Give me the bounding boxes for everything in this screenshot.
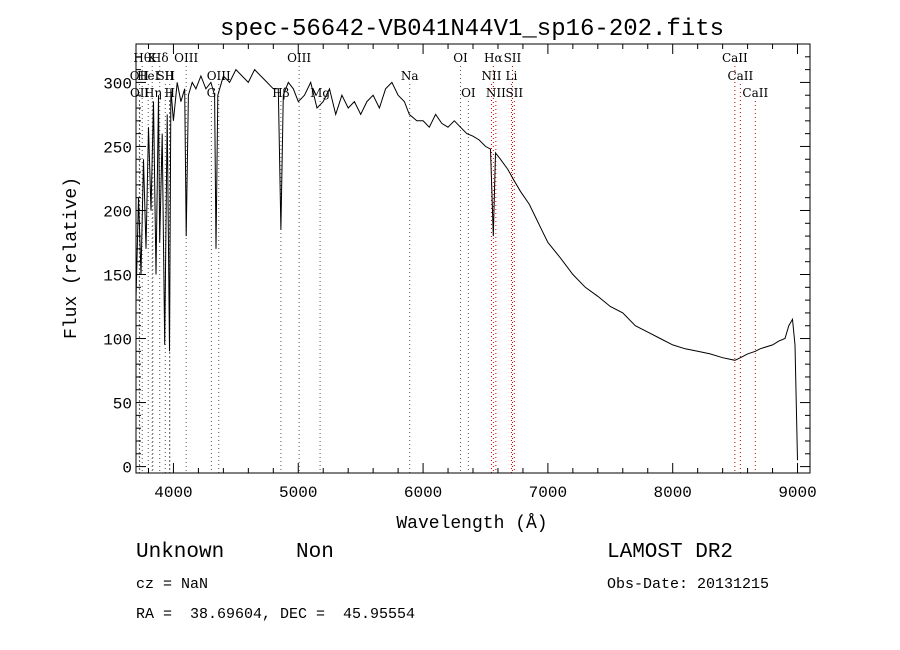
spectral-line-label: Na [401,69,419,83]
y-tick-label: 300 [103,75,132,93]
spectral-line-label: CaII [742,86,768,100]
spectral-line-label: Hθ [133,51,151,65]
spectral-line-label: H [164,86,174,100]
obs-date: Obs-Date: 20131215 [607,576,770,593]
x-axis: 4000 5000 6000 7000 8000 9000 [147,44,817,502]
spectral-line-label: Hδ [151,51,169,65]
y-axis: 0 50 100 150 200 250 300 [103,56,810,478]
y-tick-label: 100 [103,332,132,350]
x-tick-label: 6000 [404,484,442,502]
chart-title: spec-56642-VB041N44V1_sp16-202.fits [220,16,724,43]
spectral-line-label: Hα [484,51,503,65]
x-axis-label: Wavelength (Å) [396,513,547,534]
spectral-line-label: SII [504,51,522,65]
spectral-line-label: OII [130,69,150,83]
spectral-subclass: Non [296,541,334,564]
x-tick-label: 4000 [154,484,192,502]
redshift-readout: cz = NaN [136,576,209,593]
spectral-line-label: Li [506,69,518,83]
x-tick-label: 8000 [654,484,692,502]
x-tick-label: 9000 [778,484,816,502]
y-tick-label: 250 [103,139,132,157]
spectral-line-label: OIII [207,69,231,83]
spectral-line-label: SII [505,86,523,100]
y-tick-label: 200 [103,203,132,221]
coordinates: RA = 38.69604, DEC = 45.95554 [136,606,416,623]
spectral-line-label: NII [481,69,501,83]
spectral-line-label: H [164,69,174,83]
y-tick-label: 50 [113,396,132,414]
y-tick-label: 0 [122,460,132,478]
spectral-line-label: Hβ [272,86,289,100]
y-axis-label: Flux (relative) [62,177,82,339]
x-tick-label: 7000 [529,484,567,502]
y-tick-label: 150 [103,268,132,286]
spectral-line-label: SII [156,69,174,83]
plot-frame [135,43,811,474]
spectral-line-label: HeI [137,69,160,83]
spectral-line-label: OI [453,51,468,65]
spectral-line-label: Hη [144,86,162,100]
spectral-line-label: CaII [722,51,748,65]
spectral-line-label: OIII [174,51,198,65]
spectral-line-label: OIII [287,51,311,65]
spectral-line-label: NII [486,86,506,100]
spectral-line-label: OI [461,86,476,100]
spectral-line-label: OII [130,86,150,100]
spectral-line-label: G [207,86,217,100]
survey-name: LAMOST DR2 [607,541,734,564]
spectral-line-label: CaII [727,69,753,83]
flux-series-line [135,68,798,461]
spectral-class: Unknown [136,541,225,564]
x-tick-label: 5000 [279,484,317,502]
spectral-line-label: K [148,51,158,65]
